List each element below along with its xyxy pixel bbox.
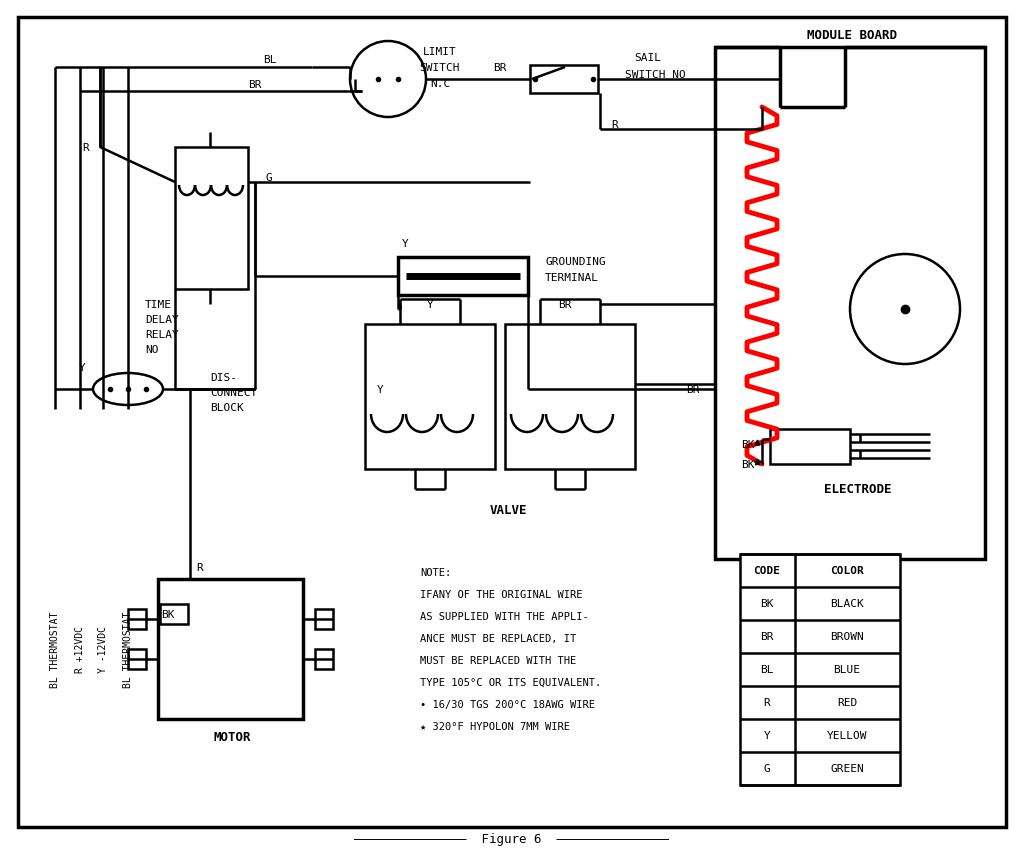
Text: BLACK: BLACK xyxy=(830,598,864,608)
Ellipse shape xyxy=(93,374,163,406)
Text: BL: BL xyxy=(263,55,276,65)
Text: R: R xyxy=(197,562,204,573)
Text: BK: BK xyxy=(741,439,755,449)
Text: BL THERMOSTAT: BL THERMOSTAT xyxy=(123,611,133,687)
Bar xyxy=(315,649,333,669)
Text: MODULE BOARD: MODULE BOARD xyxy=(807,28,897,41)
Bar xyxy=(315,610,333,629)
Text: LIMIT: LIMIT xyxy=(423,47,457,57)
Text: MUST BE REPLACED WITH THE: MUST BE REPLACED WITH THE xyxy=(420,655,577,666)
Text: BK: BK xyxy=(760,598,774,608)
Text: ———————————————  Figure 6  ———————————————: ——————————————— Figure 6 ——————————————— xyxy=(354,833,670,846)
Text: R: R xyxy=(83,143,89,152)
Text: BL: BL xyxy=(760,664,774,674)
Bar xyxy=(505,325,635,469)
Text: BL THERMOSTAT: BL THERMOSTAT xyxy=(50,611,60,687)
Text: SWITCH NO: SWITCH NO xyxy=(625,70,685,80)
Text: NO: NO xyxy=(145,344,159,355)
Text: SAIL: SAIL xyxy=(635,53,662,63)
Text: VALVE: VALVE xyxy=(489,503,526,516)
Text: BR: BR xyxy=(760,631,774,641)
Circle shape xyxy=(350,42,426,118)
Text: GREEN: GREEN xyxy=(830,763,864,773)
Bar xyxy=(128,649,146,669)
Text: ★ 320°F HYPOLON 7MM WIRE: ★ 320°F HYPOLON 7MM WIRE xyxy=(420,722,570,731)
Text: • 16/30 TGS 200°C 18AWG WIRE: • 16/30 TGS 200°C 18AWG WIRE xyxy=(420,699,595,709)
Text: IFANY OF THE ORIGINAL WIRE: IFANY OF THE ORIGINAL WIRE xyxy=(420,589,583,599)
Text: TERMINAL: TERMINAL xyxy=(545,273,599,282)
Text: R: R xyxy=(611,120,618,130)
Text: RELAY: RELAY xyxy=(145,330,179,339)
Text: BLOCK: BLOCK xyxy=(210,403,244,412)
Bar xyxy=(715,48,985,560)
Text: ELECTRODE: ELECTRODE xyxy=(824,483,892,496)
Text: R: R xyxy=(764,697,770,707)
Text: BR: BR xyxy=(248,80,262,90)
Text: BK: BK xyxy=(161,610,175,619)
Bar xyxy=(160,604,188,624)
Text: NOTE:: NOTE: xyxy=(420,567,452,578)
Text: Y: Y xyxy=(401,238,409,249)
Text: BR: BR xyxy=(494,63,507,73)
Bar xyxy=(398,257,528,295)
Text: Y: Y xyxy=(764,730,770,740)
Text: YELLOW: YELLOW xyxy=(826,730,867,740)
Text: BLUE: BLUE xyxy=(834,664,860,674)
Text: Y -12VDC: Y -12VDC xyxy=(98,626,108,672)
Text: Y: Y xyxy=(79,362,85,373)
Text: BROWN: BROWN xyxy=(830,631,864,641)
Text: BR: BR xyxy=(558,300,571,310)
Text: TIME: TIME xyxy=(145,300,172,310)
Text: BR: BR xyxy=(686,385,699,394)
Text: DELAY: DELAY xyxy=(145,314,179,325)
Bar xyxy=(175,148,248,289)
Bar xyxy=(740,554,900,785)
Text: G: G xyxy=(764,763,770,773)
Text: N.C: N.C xyxy=(430,79,451,89)
Text: Y: Y xyxy=(377,385,383,394)
Text: SWITCH: SWITCH xyxy=(420,63,460,73)
Bar xyxy=(770,430,850,464)
Text: COLOR: COLOR xyxy=(830,566,864,575)
Text: MOTOR: MOTOR xyxy=(213,731,251,744)
Bar xyxy=(365,325,495,469)
Text: CONNECT: CONNECT xyxy=(210,387,257,398)
Text: TYPE 105°C OR ITS EQUIVALENT.: TYPE 105°C OR ITS EQUIVALENT. xyxy=(420,678,601,687)
Text: Y: Y xyxy=(427,300,433,310)
Bar xyxy=(158,579,303,719)
Text: R +12VDC: R +12VDC xyxy=(75,626,85,672)
Bar xyxy=(128,610,146,629)
Text: G: G xyxy=(265,173,271,183)
Text: BK: BK xyxy=(741,460,755,469)
Text: ANCE MUST BE REPLACED, IT: ANCE MUST BE REPLACED, IT xyxy=(420,633,577,643)
Text: RED: RED xyxy=(837,697,857,707)
Text: GROUNDING: GROUNDING xyxy=(545,257,606,267)
Bar xyxy=(530,66,598,94)
Circle shape xyxy=(850,255,961,364)
Text: AS SUPPLIED WITH THE APPLI-: AS SUPPLIED WITH THE APPLI- xyxy=(420,611,589,622)
Text: DIS-: DIS- xyxy=(210,373,237,382)
Text: CODE: CODE xyxy=(754,566,780,575)
